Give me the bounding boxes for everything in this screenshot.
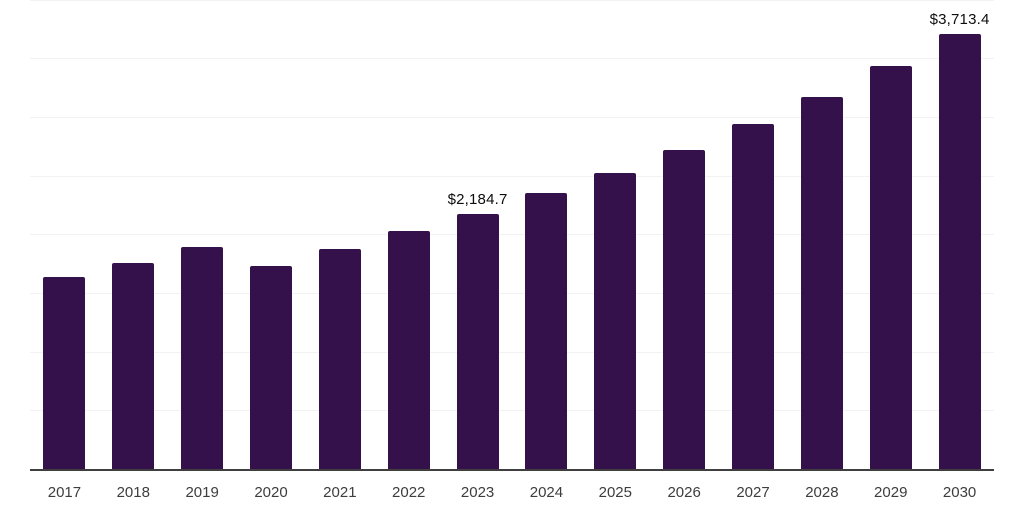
gridline bbox=[30, 351, 994, 353]
x-tick-2019: 2019 bbox=[185, 484, 219, 501]
x-tick-2022: 2022 bbox=[392, 484, 426, 501]
x-tick-2024: 2024 bbox=[529, 484, 564, 501]
x-axis-tick-labels: 2017 2018 2019 2020 2021 2022 2023 2024 2025 2026… bbox=[30, 471, 994, 512]
x-tick-2017: 2017 bbox=[47, 484, 82, 501]
x-tick-2027: 2027 bbox=[736, 484, 770, 501]
bar-2018[interactable] bbox=[112, 262, 155, 470]
bar-2029[interactable] bbox=[869, 66, 912, 470]
bar-2019[interactable] bbox=[181, 247, 224, 470]
x-tick-2026: 2026 bbox=[667, 484, 701, 501]
bar-2021[interactable] bbox=[318, 248, 361, 470]
bar-2024[interactable] bbox=[525, 193, 568, 470]
bar-2017[interactable] bbox=[43, 277, 86, 470]
gridline bbox=[30, 0, 994, 1]
gridline bbox=[30, 58, 994, 60]
bar-2020[interactable] bbox=[250, 265, 292, 470]
bar-value-label-2023: $2,184.7 bbox=[447, 190, 508, 208]
bar-2022[interactable] bbox=[387, 231, 430, 470]
x-tick-2021: 2021 bbox=[323, 484, 357, 501]
bar-2023[interactable] bbox=[456, 213, 499, 470]
x-tick-2020: 2020 bbox=[254, 484, 288, 501]
plot-area: $2,184.7 $3,713.4 bbox=[30, 0, 994, 470]
bar-2025[interactable] bbox=[594, 172, 637, 470]
bar-2027[interactable] bbox=[732, 124, 774, 470]
x-tick-2025: 2025 bbox=[598, 484, 632, 501]
gridline bbox=[30, 234, 994, 236]
gridline bbox=[30, 410, 994, 412]
gridline bbox=[30, 293, 994, 295]
x-tick-2023: 2023 bbox=[460, 484, 495, 501]
bar-value-label-2030: $3,713.4 bbox=[929, 11, 990, 29]
x-tick-2030: 2030 bbox=[942, 484, 977, 501]
bar-2026[interactable] bbox=[663, 149, 706, 470]
gridline bbox=[30, 117, 994, 119]
bar-2028[interactable] bbox=[800, 96, 843, 470]
x-axis-line bbox=[30, 469, 994, 471]
x-tick-2029: 2029 bbox=[874, 484, 908, 501]
x-tick-2028: 2028 bbox=[805, 484, 839, 501]
bar-2030[interactable] bbox=[938, 34, 981, 470]
gridline bbox=[30, 175, 994, 177]
x-tick-2018: 2018 bbox=[116, 484, 150, 501]
